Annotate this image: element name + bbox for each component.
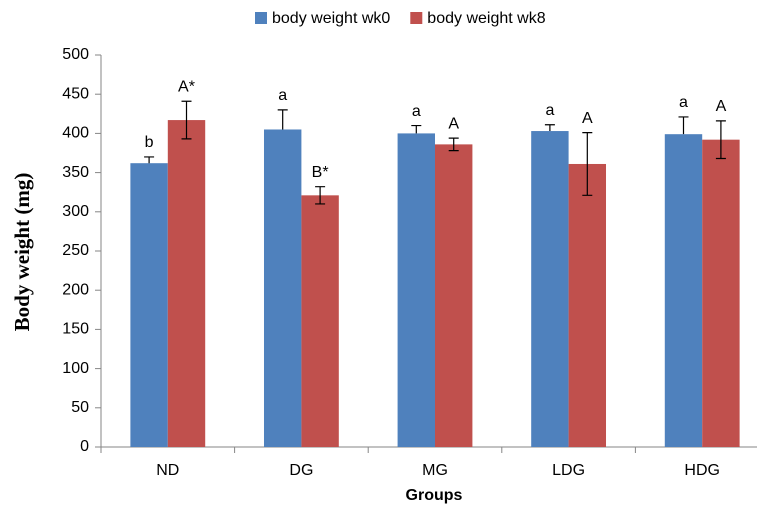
y-tick-label: 300 xyxy=(62,203,89,220)
bar xyxy=(263,129,302,448)
bar xyxy=(702,139,740,447)
y-tick-label: 50 xyxy=(71,399,89,416)
y-axis-title: Body weight (mg) xyxy=(10,173,34,332)
significance-label: a xyxy=(412,103,421,120)
error-bar xyxy=(582,132,593,196)
significance-label: b xyxy=(145,134,154,151)
error-bar xyxy=(181,100,192,140)
x-tick-label: MG xyxy=(422,462,448,479)
y-tick-label: 250 xyxy=(62,242,89,259)
y-tick-label: 500 xyxy=(62,46,89,63)
error-bar xyxy=(277,109,288,130)
bar xyxy=(301,195,339,447)
significance-label: a xyxy=(278,87,287,104)
legend-swatch xyxy=(255,12,267,24)
x-axis-title: Groups xyxy=(406,487,463,504)
y-tick-label: 450 xyxy=(62,85,89,102)
significance-label: B* xyxy=(312,164,329,181)
y-tick-label: 400 xyxy=(62,125,89,142)
x-tick-label: LDG xyxy=(552,462,585,479)
bar xyxy=(568,163,607,447)
bar xyxy=(531,131,569,447)
bar xyxy=(664,134,703,447)
y-tick-label: 200 xyxy=(62,281,89,298)
legend-label: body weight wk0 xyxy=(272,10,390,27)
error-bar xyxy=(315,186,326,205)
significance-label: a xyxy=(679,94,688,111)
x-tick-label: DG xyxy=(289,462,313,479)
significance-label: A xyxy=(716,98,727,115)
y-tick-label: 100 xyxy=(62,360,89,377)
bar xyxy=(435,144,473,447)
y-tick-label: 350 xyxy=(62,164,89,181)
significance-label: A xyxy=(448,115,459,132)
legend-label: body weight wk8 xyxy=(427,10,545,27)
error-bar xyxy=(678,116,689,135)
bar xyxy=(397,133,435,447)
error-bar xyxy=(544,124,555,132)
error-bar xyxy=(715,120,726,160)
significance-label: A xyxy=(582,110,593,127)
error-bar xyxy=(448,137,459,152)
legend-swatch xyxy=(410,12,423,24)
error-bar xyxy=(411,124,422,134)
significance-label: a xyxy=(545,102,554,119)
bar xyxy=(167,120,206,448)
y-tick-label: 150 xyxy=(62,321,89,338)
error-bar xyxy=(144,156,155,164)
significance-label: A* xyxy=(178,78,195,95)
x-tick-label: HDG xyxy=(684,462,720,479)
bar xyxy=(130,163,168,447)
y-tick-label: 0 xyxy=(80,438,89,455)
x-tick-label: ND xyxy=(156,462,179,479)
